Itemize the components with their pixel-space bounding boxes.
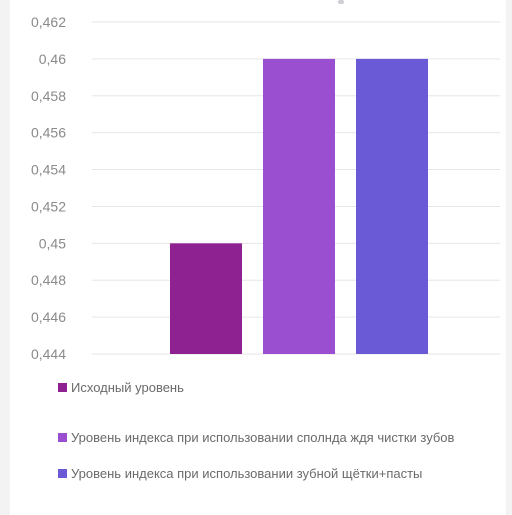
legend-swatch (58, 383, 67, 392)
bar-chart: 0,444 0,446 0,448 0,45 0,452 0,454 0,456 0,458 0… (31, 14, 500, 362)
bar (170, 243, 242, 354)
legend-swatch (58, 433, 67, 442)
bar (356, 58, 428, 355)
legend-item: Исходный уровень (58, 378, 491, 397)
y-tick-label: 0,454 (31, 162, 66, 178)
y-tick-label: 0,456 (31, 125, 66, 141)
y-tick-label: 0,45 (39, 235, 66, 251)
legend-label: Уровень индекса при использовании сполнд… (71, 430, 455, 445)
y-tick-label: 0,458 (31, 88, 66, 104)
y-tick-label: 0,46 (39, 51, 66, 67)
y-tick-label: 0,446 (31, 309, 66, 325)
y-tick-label: 0,462 (31, 14, 66, 30)
legend-swatch (58, 469, 67, 478)
bar (263, 58, 335, 355)
y-tick-label: 0,448 (31, 272, 66, 288)
legend-label: Исходный уровень (71, 380, 184, 395)
legend-label: Уровень индекса при использовании зубной… (71, 466, 423, 481)
y-tick-label: 0,452 (31, 198, 66, 214)
y-tick-label: 0,444 (31, 346, 66, 362)
legend-item: Уровень индекса при использовании сполнд… (58, 428, 491, 447)
top-marker (338, 0, 344, 4)
legend-item: Уровень индекса при использовании зубной… (58, 464, 491, 483)
